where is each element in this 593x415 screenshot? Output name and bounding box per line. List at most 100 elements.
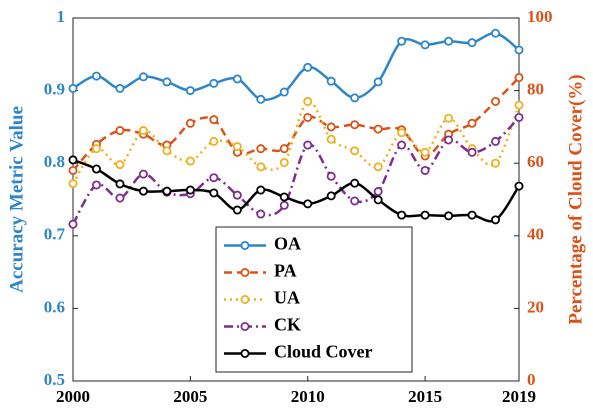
data-point (162, 77, 172, 87)
data-point (209, 78, 219, 88)
legend-label: OA (274, 234, 301, 254)
data-point (444, 211, 454, 221)
data-point (397, 128, 407, 138)
data-point (303, 62, 313, 72)
data-point (68, 155, 78, 165)
y-tick-label: 0.5 (44, 370, 65, 389)
data-point (279, 144, 289, 154)
data-point (279, 192, 289, 202)
data-point (209, 136, 219, 146)
data-point (162, 186, 172, 196)
data-point (514, 112, 524, 122)
data-point (209, 173, 219, 183)
data-point (444, 113, 454, 123)
data-point (444, 135, 454, 145)
data-point (185, 86, 195, 96)
data-point (138, 126, 148, 136)
data-point (279, 87, 289, 97)
data-point (467, 38, 477, 48)
data-point (209, 115, 219, 125)
data-point (68, 165, 78, 175)
x-tick-label: 2010 (291, 387, 325, 406)
data-point (326, 76, 336, 86)
data-point (232, 205, 242, 215)
data-point (256, 185, 266, 195)
data-point (91, 164, 101, 174)
data-point (68, 219, 78, 229)
data-point (68, 179, 78, 189)
data-point (491, 215, 501, 225)
data-point (350, 93, 360, 103)
y2-tick-label: 80 (527, 80, 544, 99)
legend-label: UA (274, 288, 300, 308)
data-point (350, 196, 360, 206)
data-point (256, 162, 266, 172)
y-axis-label: Accuracy Metric Value (6, 106, 27, 293)
data-point (326, 171, 336, 181)
y-tick-label: 1 (57, 7, 66, 26)
plot-frame (72, 17, 520, 382)
data-point (115, 160, 125, 170)
data-point (185, 118, 195, 128)
data-point (115, 83, 125, 93)
legend-label: PA (274, 261, 297, 281)
data-point (115, 179, 125, 189)
data-point (303, 96, 313, 106)
data-point (162, 146, 172, 156)
y-tick-label: 0.9 (44, 80, 65, 99)
data-point (397, 210, 407, 220)
data-point (514, 181, 524, 191)
data-point (138, 72, 148, 82)
data-point (303, 199, 313, 209)
data-point (138, 186, 148, 196)
data-point (232, 142, 242, 152)
data-point (350, 146, 360, 156)
data-point (185, 185, 195, 195)
data-point (115, 126, 125, 136)
data-point (232, 74, 242, 84)
x-tick-label: 2015 (408, 387, 442, 406)
data-point (326, 191, 336, 201)
y-tick-label: 0.6 (44, 297, 65, 316)
y2-tick-label: 20 (527, 297, 544, 316)
data-point (256, 144, 266, 154)
x-tick-label: 2005 (173, 387, 207, 406)
data-point (467, 147, 477, 157)
data-point (91, 144, 101, 154)
data-point (303, 112, 313, 122)
data-point (420, 147, 430, 157)
data-point (256, 209, 266, 219)
data-point (491, 28, 501, 38)
data-point (373, 162, 383, 172)
data-point (444, 36, 454, 46)
data-point (514, 100, 524, 110)
data-point (138, 169, 148, 179)
y2-tick-label: 100 (527, 7, 553, 26)
data-point (326, 134, 336, 144)
legend-label: Cloud Cover (274, 342, 373, 362)
y2-tick-label: 0 (527, 370, 536, 389)
x-tick-label: 2019 (502, 387, 536, 406)
legend-marker (240, 348, 250, 358)
data-point (420, 210, 430, 220)
data-point (232, 190, 242, 200)
data-point (373, 77, 383, 87)
data-point (115, 193, 125, 203)
legend-marker (240, 240, 250, 250)
data-point (209, 188, 219, 198)
data-point (68, 83, 78, 93)
data-point (91, 71, 101, 81)
data-point (303, 140, 313, 150)
data-point (91, 180, 101, 190)
legend-marker (240, 294, 250, 304)
y2-tick-label: 40 (527, 225, 544, 244)
legend-marker (240, 267, 250, 277)
data-point (373, 124, 383, 134)
data-point (326, 122, 336, 132)
data-point (373, 187, 383, 197)
y2-tick-label: 60 (527, 152, 544, 171)
data-point (185, 156, 195, 166)
data-point (491, 96, 501, 106)
data-point (373, 195, 383, 205)
